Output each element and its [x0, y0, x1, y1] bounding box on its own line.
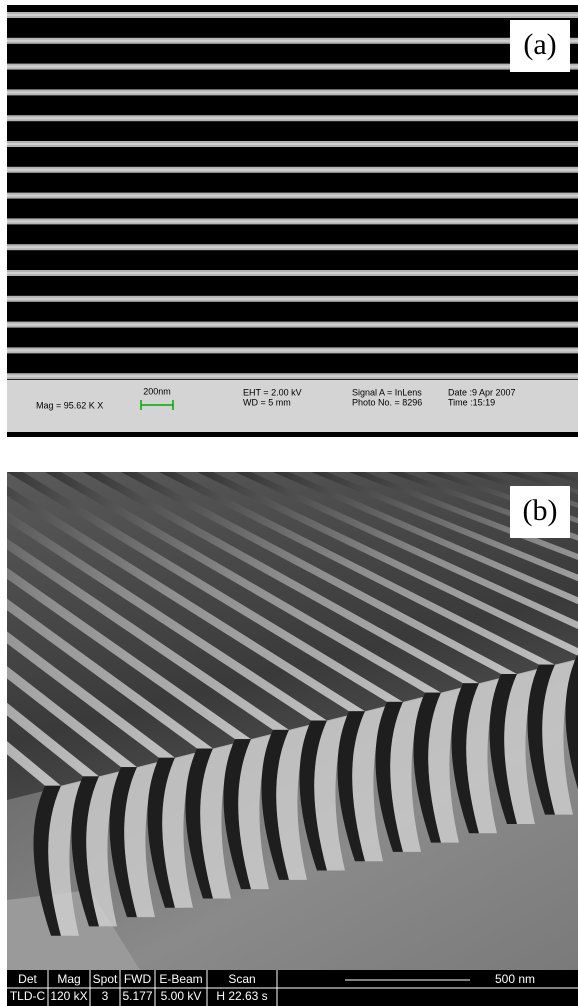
grating-edge	[7, 117, 578, 119]
grating-edge	[7, 324, 578, 326]
info-header: Mag	[57, 972, 80, 986]
info-scale: 200nm	[143, 386, 171, 396]
info-header: Spot	[93, 972, 118, 986]
grating-edge	[7, 375, 578, 377]
info-value: 120 kX	[50, 989, 87, 1003]
grating-edge	[7, 349, 578, 351]
grating-edge	[7, 91, 578, 93]
info-header: Det	[18, 972, 37, 986]
grating-edge	[7, 169, 578, 171]
info-value: 5.00 kV	[161, 989, 202, 1003]
info-header: FWD	[124, 972, 152, 986]
info-photo: Photo No. = 8296	[352, 397, 422, 407]
info-header: E-Beam	[159, 972, 202, 986]
grating-edge	[7, 220, 578, 222]
grating-edge	[7, 246, 578, 248]
grating-edge	[7, 66, 578, 68]
info-eht: EHT = 2.00 kV	[243, 387, 302, 397]
info-value: 5.177	[122, 989, 152, 1003]
grating-edge	[7, 298, 578, 300]
panel-a: (a) Mag = 95.62 K X 200nm EHT = 2.00 kV …	[7, 5, 578, 437]
grating-edge	[7, 40, 578, 42]
info-wd: WD = 5 mm	[243, 397, 291, 407]
grating-edge	[7, 143, 578, 145]
info-value: TLD-C	[10, 989, 46, 1003]
info-header: Scan	[228, 972, 255, 986]
grating-edge	[7, 195, 578, 197]
grating-edge	[7, 14, 578, 16]
info-mag: Mag = 95.62 K X	[36, 400, 103, 410]
info-scale: 500 nm	[495, 972, 535, 986]
panel-b: (b) Det TLD-C Mag 120 kX Spot 3 FWD 5.177 E-Beam…	[0, 472, 578, 1006]
grating-edge	[7, 272, 578, 274]
info-time: Time :15:19	[448, 397, 495, 407]
line-grating	[7, 12, 578, 379]
figure: (a) Mag = 95.62 K X 200nm EHT = 2.00 kV …	[0, 0, 578, 1006]
info-signal: Signal A = InLens	[352, 387, 422, 397]
info-value: 3	[102, 989, 109, 1003]
panel-label: (a)	[523, 28, 556, 61]
info-date: Date :9 Apr 2007	[448, 387, 516, 397]
info-value: H 22.63 s	[216, 989, 267, 1003]
panel-label: (b)	[523, 494, 558, 527]
